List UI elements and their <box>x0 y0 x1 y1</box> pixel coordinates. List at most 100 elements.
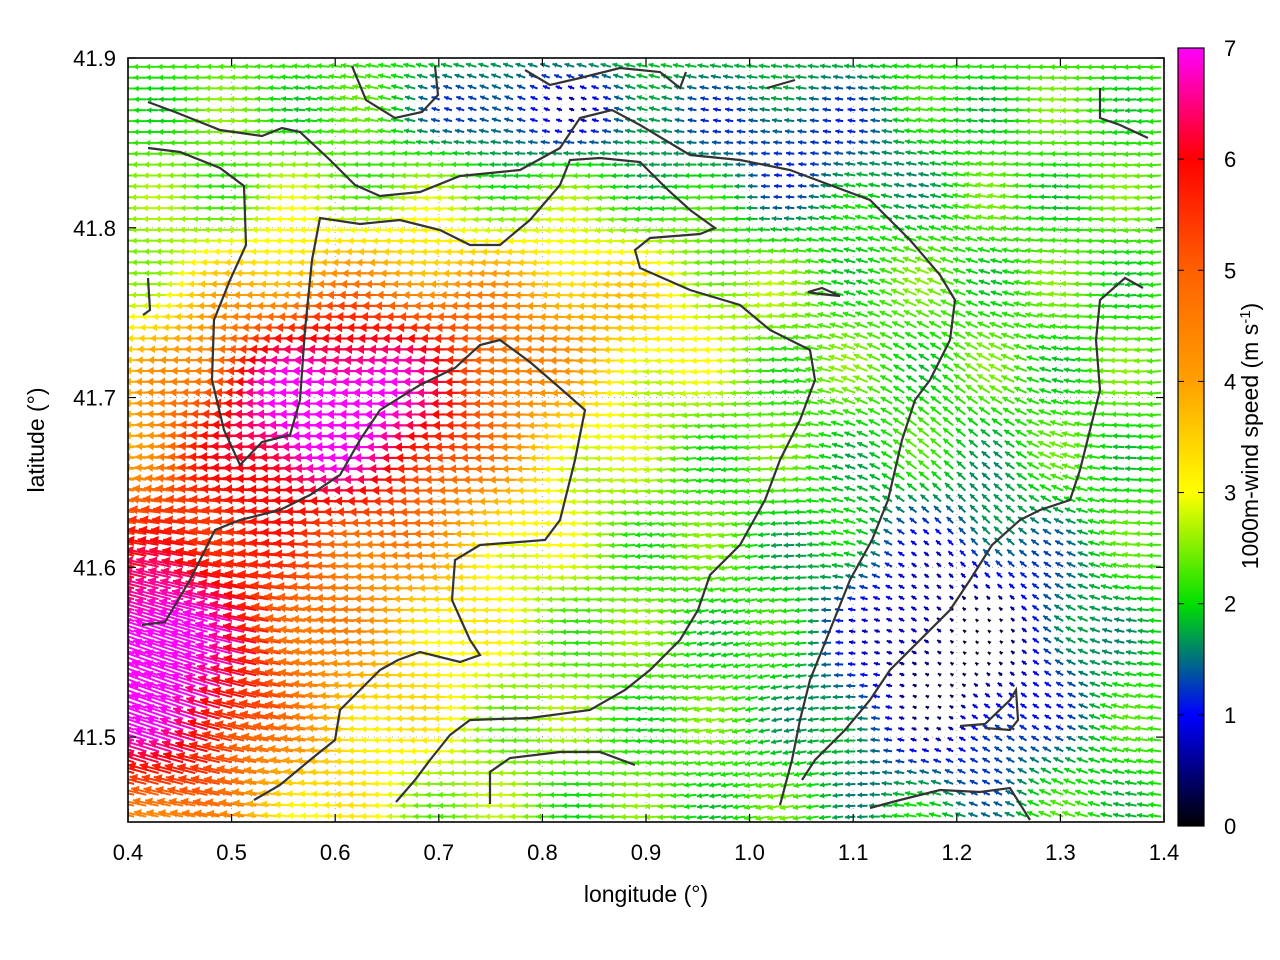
wind-arrow-head <box>420 693 427 701</box>
wind-arrow-head <box>647 705 653 712</box>
wind-arrow-head <box>560 607 566 614</box>
wind-arrow-head <box>320 724 328 733</box>
wind-arrow-head <box>350 518 359 528</box>
wind-arrow-head <box>194 809 202 818</box>
wind-arrow-head <box>608 629 614 636</box>
wind-arrow-shaft <box>128 707 159 720</box>
wind-arrow-head <box>755 793 762 800</box>
wind-arrow-head <box>274 812 281 820</box>
wind-arrow-head <box>323 507 332 517</box>
wind-arrow-head <box>535 759 541 766</box>
wind-arrow-head <box>683 781 689 788</box>
wind-arrow-head <box>632 651 638 658</box>
wind-arrow-head <box>632 662 639 669</box>
wind-arrow-head <box>1137 606 1143 613</box>
wind-arrow-head <box>970 758 976 763</box>
wind-arrow-head <box>104 536 113 545</box>
wind-arrow-head <box>1062 810 1069 817</box>
wind-arrow-head <box>1050 799 1057 806</box>
wind-arrow-head <box>299 539 308 549</box>
wind-arrow-head <box>227 709 236 719</box>
wind-arrow-head <box>311 812 318 820</box>
wind-arrow-head <box>408 628 415 636</box>
wind-arrow-head <box>758 739 764 745</box>
wind-arrow-head <box>305 702 313 711</box>
wind-arrow-head <box>260 516 269 527</box>
wind-arrow-head <box>1147 704 1153 710</box>
wind-arrow-head <box>670 564 676 571</box>
wind-arrow-head <box>808 651 813 657</box>
wind-arrow-head <box>632 813 638 821</box>
wind-arrow-head <box>432 704 439 712</box>
wind-arrow-head <box>1135 747 1141 754</box>
wind-arrow-head <box>461 813 467 820</box>
wind-arrow-head <box>229 754 238 764</box>
wind-arrow-head <box>341 637 349 647</box>
wind-arrow-head <box>1148 595 1154 602</box>
wind-arrow-head <box>1008 693 1014 698</box>
wind-arrow-head <box>521 639 527 647</box>
wind-arrow-head <box>472 693 479 701</box>
wind-arrow-head <box>485 759 491 766</box>
wind-arrow-head <box>658 575 664 582</box>
wind-arrow-head <box>781 597 787 603</box>
wind-arrow-head <box>1135 692 1141 699</box>
wind-arrow-head <box>659 738 665 745</box>
wind-arrow-head <box>806 793 812 799</box>
wind-arrow-head <box>670 553 676 560</box>
wind-arrow-head <box>904 790 911 797</box>
wind-arrow-head <box>385 791 392 799</box>
wind-arrow-head <box>1087 811 1094 818</box>
wind-arrow-head <box>670 510 676 517</box>
wind-arrow-head <box>784 717 789 723</box>
wind-arrow-head <box>366 594 374 603</box>
wind-arrow-head <box>883 737 889 743</box>
wind-arrow-head <box>315 615 324 625</box>
wind-arrow-head <box>906 769 912 775</box>
wind-arrow-head <box>806 519 812 526</box>
wind-arrow-head <box>869 781 875 787</box>
wind-arrow-head <box>352 540 361 549</box>
wind-arrow-head <box>621 672 627 679</box>
wind-arrow-head <box>522 759 529 766</box>
wind-arrow-head <box>408 638 415 647</box>
wind-arrow-head <box>316 637 324 646</box>
wind-arrow-head <box>366 562 374 571</box>
wind-arrow-head <box>1004 811 1010 817</box>
wind-arrow-head <box>248 506 257 516</box>
wind-arrow-head <box>520 563 527 571</box>
wind-arrow-head <box>373 507 382 517</box>
wind-arrow-head <box>445 606 452 614</box>
wind-arrow-head <box>372 801 379 809</box>
wind-arrow-head <box>330 659 338 668</box>
wind-arrow-head <box>322 779 329 787</box>
wind-arrow-head <box>99 597 108 606</box>
wind-arrow-head <box>1074 811 1081 817</box>
wind-arrow-head <box>795 531 800 537</box>
wind-arrow-head <box>522 748 529 755</box>
wind-arrow-head <box>398 769 404 777</box>
wind-arrow-head <box>1122 519 1128 526</box>
wind-arrow-head <box>285 528 294 538</box>
wind-arrow-head <box>534 628 540 636</box>
wind-arrow-head <box>327 550 336 560</box>
wind-arrow-head <box>508 563 515 571</box>
wind-arrow-head <box>257 766 265 775</box>
wind-arrow-head <box>988 630 992 634</box>
wind-arrow-head <box>857 748 862 754</box>
wind-arrow-head <box>657 629 664 637</box>
wind-arrow-head <box>808 662 813 668</box>
wind-arrow-head <box>522 780 528 788</box>
wind-arrow-head <box>744 814 750 821</box>
wind-arrow-head <box>1089 703 1095 709</box>
wind-arrow-head <box>382 682 390 690</box>
wind-arrow-head <box>845 803 850 809</box>
wind-arrow-head <box>595 563 602 571</box>
wind-arrow-head <box>105 774 114 783</box>
wind-arrow-head <box>885 694 891 699</box>
wind-arrow-head <box>321 757 329 766</box>
wind-arrow-head <box>744 793 750 800</box>
wind-arrow-head <box>995 714 1001 719</box>
wind-arrow-head <box>200 494 210 505</box>
wind-arrow-head <box>1122 703 1129 710</box>
